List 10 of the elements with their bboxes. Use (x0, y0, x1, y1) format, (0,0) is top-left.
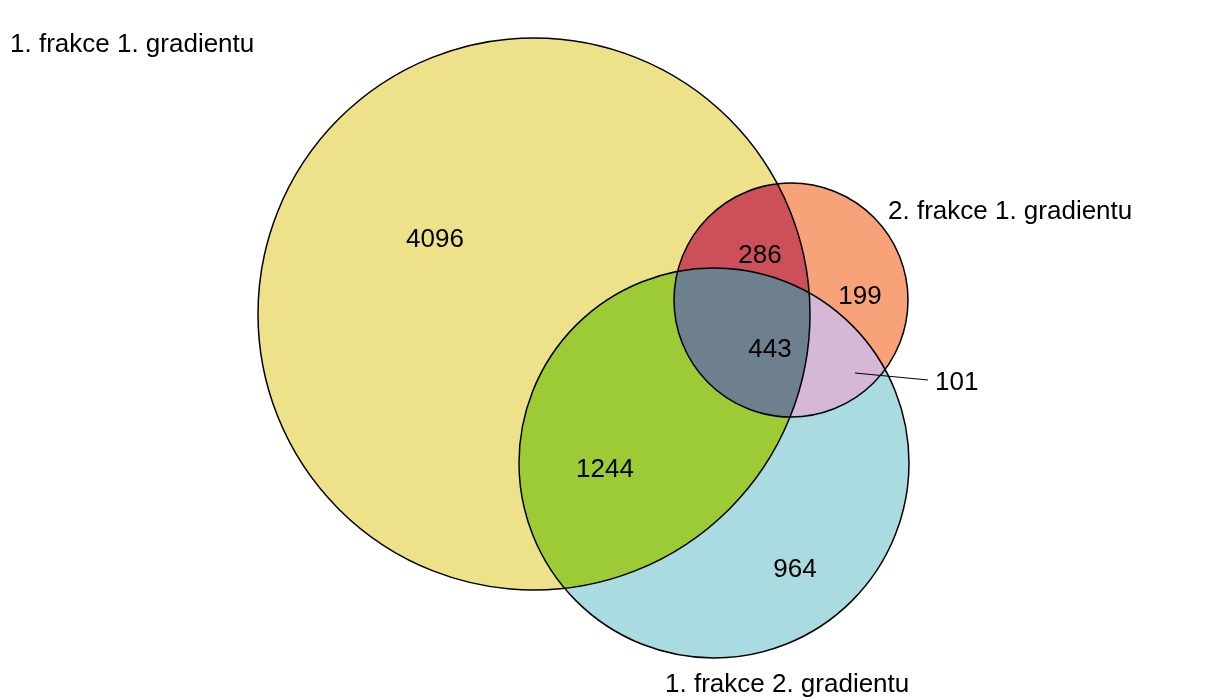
text: 2. frakce 1. gradientu (888, 194, 1133, 225)
data-label: 101 (935, 365, 979, 396)
text: 1. frakce 1. gradientu (10, 27, 255, 58)
text: 1. frakce 2. gradientu (665, 667, 910, 698)
data-label: 1244 (576, 452, 634, 483)
data-label: 964 (773, 552, 817, 583)
data-label: 4096 (406, 222, 464, 253)
data-label: 199 (838, 279, 882, 310)
data-label: 443 (748, 332, 792, 363)
data-label: 286 (738, 238, 782, 269)
